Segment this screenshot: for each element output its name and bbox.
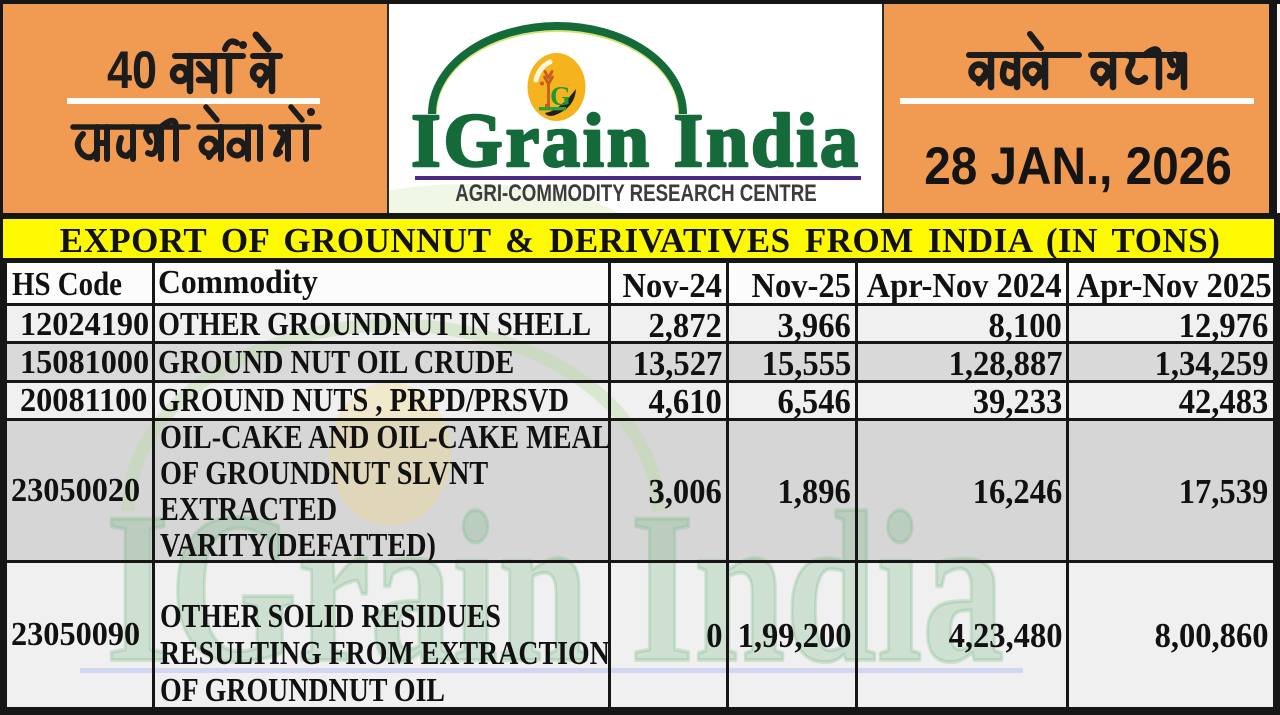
svg-text:AGRI-COMMODITY RESEARCH CENTRE: AGRI-COMMODITY RESEARCH CENTRE [455,180,816,207]
svg-text:G: G [550,81,571,111]
svg-text:40: 40 [107,41,157,100]
svg-text:28 JAN., 2026: 28 JAN., 2026 [924,136,1232,196]
svg-text:IGrain India: IGrain India [411,99,861,183]
